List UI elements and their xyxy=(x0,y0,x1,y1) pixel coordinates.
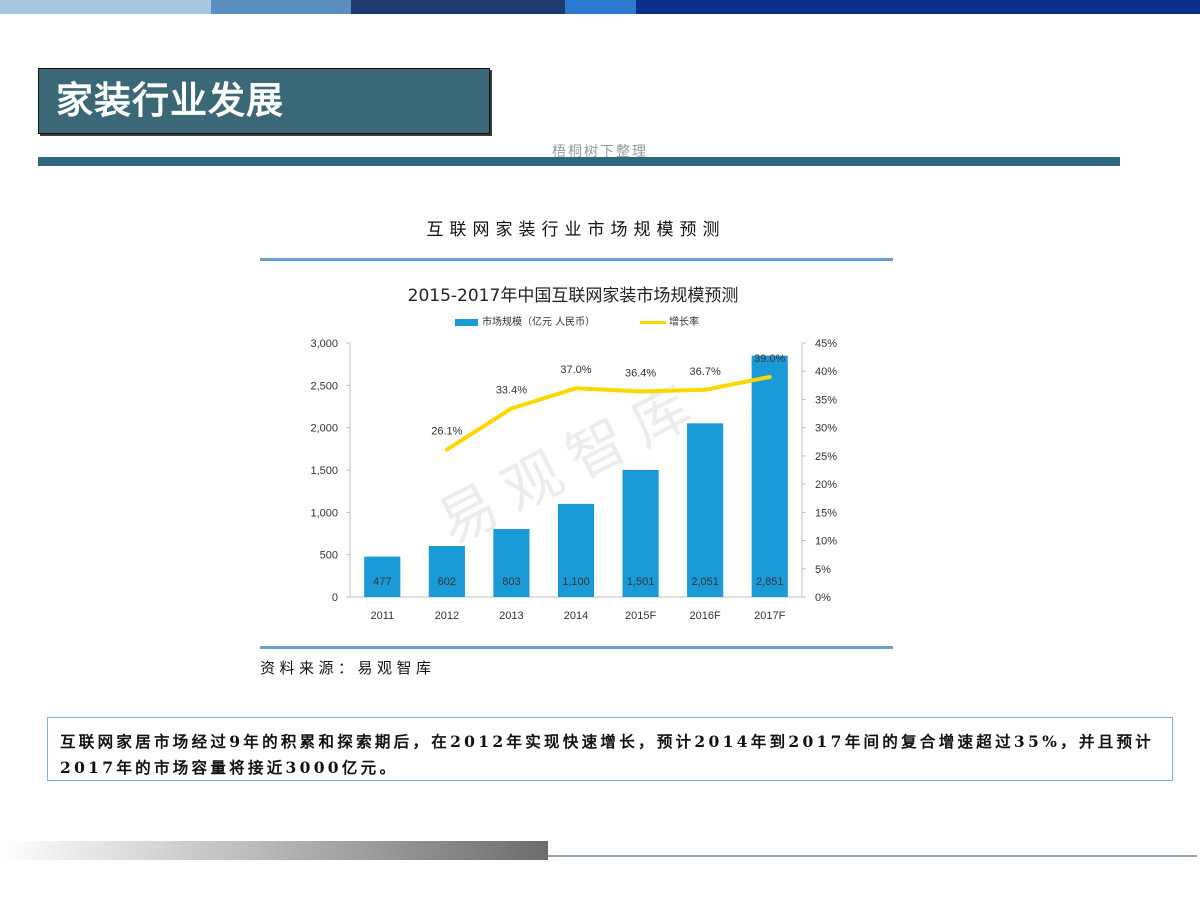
bar-value-label: 477 xyxy=(373,576,391,588)
slide-title: 家装行业发展 xyxy=(56,79,284,122)
bar-value-label: 1,501 xyxy=(627,576,655,588)
right-tick-label: 45% xyxy=(815,338,837,350)
right-tick-label: 25% xyxy=(815,451,837,463)
top-bar-segment-5 xyxy=(636,0,1200,14)
title-rule xyxy=(38,157,1120,166)
top-bar-segment-1 xyxy=(0,0,211,14)
market-size-chart: 易观智库05001,0001,5002,0002,5003,0000%5%10%… xyxy=(310,338,837,622)
bottom-decor-gradient xyxy=(0,841,548,860)
summary-line-2: 2017年的市场容量将接近3000亿元。 xyxy=(60,758,399,777)
top-bar-segment-2 xyxy=(211,0,351,14)
legend-bar-swatch xyxy=(455,319,478,326)
credit-text: 梧桐树下整理 xyxy=(552,144,648,160)
figure-heading: 互联网家装行业市场规模预测 xyxy=(426,220,726,240)
growth-rate-label: 36.4% xyxy=(625,368,656,380)
chart-title: 2015-2017年中国互联网家装市场规模预测 xyxy=(407,286,739,306)
legend-line-label: 增长率 xyxy=(669,317,699,328)
growth-rate-label: 36.7% xyxy=(690,366,721,378)
bar-2012 xyxy=(428,546,465,597)
x-tick-label: 2011 xyxy=(370,610,394,622)
figure-top-rule xyxy=(260,258,893,261)
x-tick-label: 2015F xyxy=(625,610,656,622)
right-tick-label: 35% xyxy=(815,394,837,406)
bar-value-label: 602 xyxy=(438,576,456,588)
right-tick-label: 0% xyxy=(815,592,831,604)
left-tick-label: 0 xyxy=(332,592,338,604)
bar-2014 xyxy=(557,503,595,597)
left-tick-label: 1,500 xyxy=(310,465,338,477)
bar-value-label: 2,051 xyxy=(691,576,719,588)
growth-rate-line xyxy=(444,374,772,452)
x-tick-label: 2017F xyxy=(754,610,785,622)
bar-value-label: 2,851 xyxy=(756,576,784,588)
bar-2013 xyxy=(493,529,530,597)
top-bar-segment-3 xyxy=(351,0,565,14)
summary-box: 互联网家居市场经过9年的积累和探索期后，在2012年实现快速增长，预计2014年… xyxy=(47,717,1173,781)
growth-rate-label: 33.4% xyxy=(496,384,527,396)
left-tick-label: 2,000 xyxy=(310,423,338,435)
x-tick-label: 2016F xyxy=(690,610,721,622)
figure-bottom-rule xyxy=(260,646,893,649)
growth-rate-label: 39.0% xyxy=(754,353,785,365)
left-tick-label: 3,000 xyxy=(310,338,338,350)
right-tick-label: 20% xyxy=(815,479,837,491)
left-tick-label: 500 xyxy=(320,550,338,562)
bar-value-label: 803 xyxy=(502,576,520,588)
left-tick-label: 1,000 xyxy=(310,507,338,519)
summary-line-1: 互联网家居市场经过9年的积累和探索期后，在2012年实现快速增长，预计2014年… xyxy=(60,732,1155,751)
bar-value-label: 1,100 xyxy=(562,576,590,588)
x-tick-label: 2012 xyxy=(435,610,459,622)
chart-legend: 市场规模（亿元 人民币） 增长率 xyxy=(455,316,715,330)
bar-2017F xyxy=(751,355,788,597)
right-tick-label: 5% xyxy=(815,564,831,576)
top-decor-bar xyxy=(0,0,1200,14)
top-bar-segment-4 xyxy=(565,0,636,14)
growth-rate-label: 26.1% xyxy=(431,426,462,438)
growth-rate-label: 37.0% xyxy=(560,364,591,376)
source-note: 资料来源：易观智库 xyxy=(260,659,436,677)
right-tick-label: 15% xyxy=(815,507,837,519)
bar-2015F xyxy=(622,469,659,597)
bar-2011 xyxy=(364,556,401,597)
legend-line-swatch xyxy=(640,321,666,324)
x-tick-label: 2013 xyxy=(499,610,523,622)
legend-bar-label: 市场规模（亿元 人民币） xyxy=(482,317,596,328)
right-tick-label: 40% xyxy=(815,366,837,378)
right-tick-label: 30% xyxy=(815,423,837,435)
summary-text: 互联网家居市场经过9年的积累和探索期后，在2012年实现快速增长，预计2014年… xyxy=(48,718,1172,780)
left-tick-label: 2,500 xyxy=(310,380,338,392)
slide-title-box: 家装行业发展 xyxy=(38,68,490,134)
bar-2016F xyxy=(687,423,724,597)
bottom-decor-line xyxy=(548,855,1197,857)
right-tick-label: 10% xyxy=(815,536,837,548)
x-tick-label: 2014 xyxy=(564,610,588,622)
